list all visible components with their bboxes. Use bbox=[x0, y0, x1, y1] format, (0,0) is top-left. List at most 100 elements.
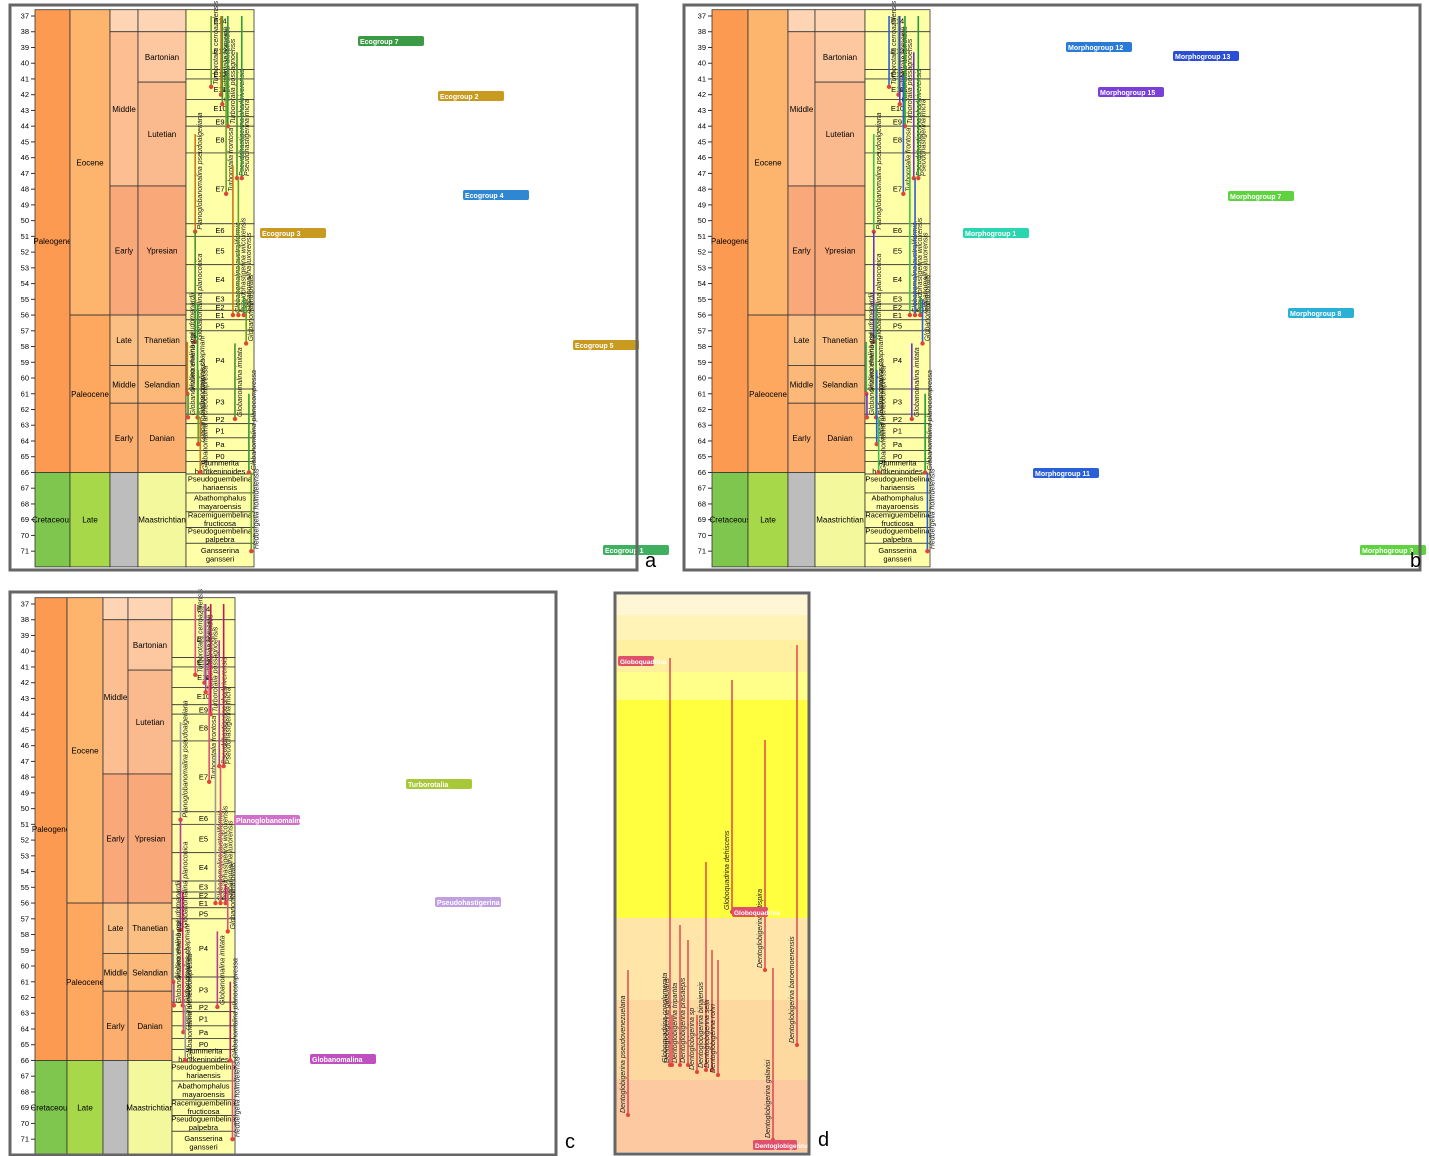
zone-label: E14 bbox=[891, 17, 904, 26]
period-label: Cretaceous bbox=[32, 516, 73, 525]
stage-label: Selandian bbox=[144, 380, 180, 389]
species-label: Globanomalina ehrenbergi bbox=[869, 332, 876, 415]
species-label: Globanomalina luxorensis bbox=[228, 820, 235, 901]
age-tick-label: 67 bbox=[21, 484, 29, 493]
age-tick-label: 57 bbox=[21, 914, 29, 923]
zone-label: E10 bbox=[197, 692, 210, 701]
stage-cell bbox=[127, 669, 173, 775]
species-label: Dentoglobigerina baroemoenensis bbox=[789, 936, 796, 1043]
stage-label: Thanetian bbox=[132, 924, 168, 933]
species-label: Hedbergella holmdelensis bbox=[929, 468, 936, 549]
age-tick-label: 47 bbox=[21, 757, 29, 766]
stage-label: Thanetian bbox=[822, 336, 858, 345]
group-label: Pseudohastigerina bbox=[437, 900, 500, 907]
species-label: Globanomalina pseudomenardii bbox=[868, 292, 875, 391]
zone-label: E4 bbox=[893, 275, 902, 284]
origin-dot bbox=[193, 672, 198, 678]
group-label: Morphogroup 11 bbox=[1035, 471, 1090, 478]
stage-label: Bartonian bbox=[145, 53, 179, 62]
stage-label: Thanetian bbox=[144, 336, 180, 345]
age-tick-label: 54 bbox=[21, 279, 29, 288]
zone-label: Pseudoguembelina hariaensis bbox=[171, 1062, 236, 1080]
zone-label: P3 bbox=[215, 398, 224, 407]
stage-label: Ypresian bbox=[147, 247, 178, 256]
group-tag bbox=[435, 897, 501, 907]
zone-label: P2 bbox=[215, 415, 224, 424]
subepoch-label: Middle bbox=[112, 380, 136, 389]
species-label: Globanomalina archeocompressa bbox=[881, 366, 888, 471]
zone-label: E6 bbox=[215, 226, 224, 235]
group-tag bbox=[1173, 51, 1239, 61]
stage-cell bbox=[127, 1060, 173, 1156]
age-tick-label: 54 bbox=[21, 867, 29, 876]
zone-label: E12 bbox=[213, 70, 226, 79]
zone-label: Pseudoguembelina hariaensis bbox=[865, 474, 930, 492]
zone-label: Abathomphalus mayaroensis bbox=[871, 493, 923, 511]
group-label: Globanomalina bbox=[312, 1057, 363, 1064]
subepoch-label: Early bbox=[106, 1022, 124, 1031]
origin-dot bbox=[223, 191, 229, 197]
age-tick-label: 58 bbox=[21, 930, 29, 939]
stage-label: Maastrichtian bbox=[138, 516, 186, 525]
stage-label: Selandian bbox=[822, 380, 858, 389]
group-label: Dentoglobigerina bbox=[755, 1143, 809, 1150]
subepoch-cell bbox=[109, 472, 139, 568]
species-label: Planoglobanomalina pseudoalgeriana bbox=[876, 112, 883, 229]
panel-frame bbox=[8, 590, 558, 1156]
age-tick-label: 68 bbox=[21, 499, 29, 508]
zone-label: E10 bbox=[213, 104, 226, 113]
origin-dot bbox=[695, 1070, 699, 1074]
subepoch-cell bbox=[787, 9, 816, 33]
zone-label: E4 bbox=[215, 275, 224, 284]
plot-band bbox=[616, 595, 808, 615]
age-tick-label: 39 bbox=[21, 43, 29, 52]
origin-dot bbox=[246, 470, 252, 475]
zone-cell bbox=[185, 125, 255, 154]
stage-label: Maastrichtian bbox=[126, 1104, 174, 1113]
subepoch-cell bbox=[109, 365, 139, 404]
group-label: Morphogroup 8 bbox=[1290, 311, 1341, 318]
age-tick-label: 44 bbox=[21, 710, 29, 719]
period-cell bbox=[34, 9, 71, 473]
group-tag bbox=[753, 1140, 797, 1150]
group-label: Globoquadrina bbox=[620, 659, 667, 666]
age-tick-label: 45 bbox=[21, 725, 29, 734]
species-label: Turborotalia cerroazulensis bbox=[197, 588, 204, 672]
origin-dot bbox=[198, 470, 203, 475]
period-label: Paleogene bbox=[33, 237, 72, 246]
origin-dot bbox=[912, 312, 918, 318]
origin-dot bbox=[704, 1068, 708, 1072]
stage-cell bbox=[127, 597, 173, 621]
species-label: Pseudohastigerina micra bbox=[226, 687, 233, 764]
plot-band bbox=[616, 672, 808, 700]
zone-label: E12 bbox=[891, 70, 904, 79]
species-label: Dentoglobigerina pseudovenezuelana bbox=[620, 995, 627, 1113]
origin-dot bbox=[230, 312, 236, 318]
species-label: Globanomalina planoconica bbox=[197, 253, 204, 339]
zone-label: E4 bbox=[199, 863, 208, 872]
age-tick-label: 66 bbox=[21, 468, 29, 477]
species-label: Globanomalina ovalis bbox=[248, 274, 255, 341]
age-tick-label: 62 bbox=[21, 405, 29, 414]
stage-cell bbox=[814, 31, 866, 83]
zone-label: Pa bbox=[215, 440, 225, 449]
zone-label: Pa bbox=[893, 440, 903, 449]
age-tick-label: 53 bbox=[21, 263, 29, 272]
species-label: Dentoglobigerina binaiensis bbox=[698, 981, 705, 1068]
zone-cell bbox=[171, 852, 236, 882]
stage-cell bbox=[137, 402, 187, 473]
period-cell bbox=[711, 472, 749, 568]
age-tick-label: 52 bbox=[698, 248, 706, 257]
plot-band bbox=[616, 615, 808, 640]
species-label: Hedbergella holmdelensis bbox=[234, 1056, 241, 1137]
species-label: Turborotalia pomeroli bbox=[900, 27, 907, 93]
zone-label: E6 bbox=[893, 226, 902, 235]
epoch-label: Late bbox=[82, 516, 98, 525]
age-tick-label: 54 bbox=[698, 279, 706, 288]
zone-label: P4 bbox=[893, 356, 902, 365]
zone-label: E13 bbox=[891, 47, 904, 56]
species-label: Turborotalia possagnoensis bbox=[907, 38, 914, 124]
species-label: Globanomalina planoconica bbox=[183, 841, 190, 927]
age-tick-label: 40 bbox=[21, 647, 29, 656]
